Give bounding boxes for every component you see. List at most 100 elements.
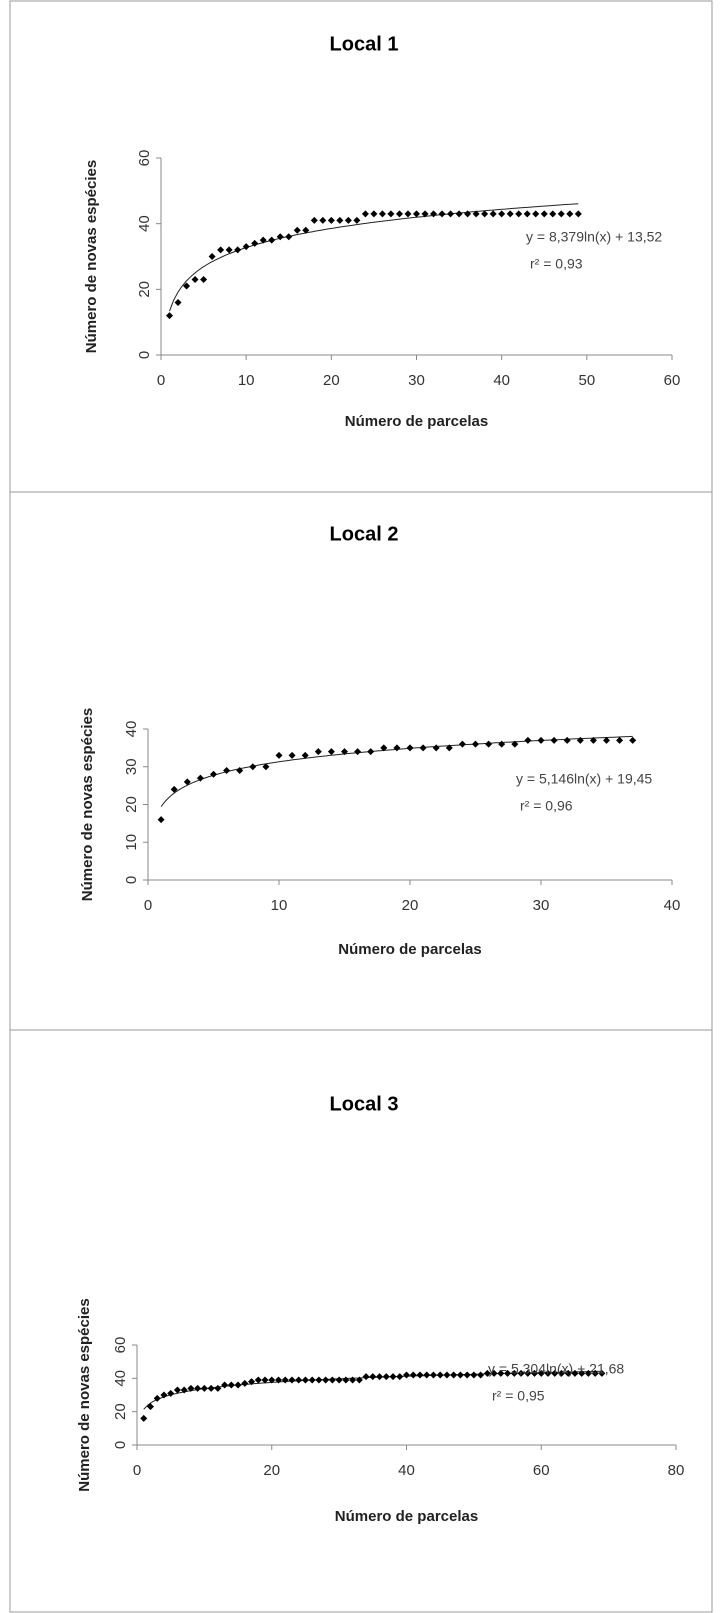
point [382,1373,390,1381]
y-tick-label: 40 [123,721,140,738]
point [566,210,574,218]
y-axis-label: Número de novas espécies [76,1298,93,1491]
chart-title: Local 3 [330,1093,399,1115]
point [576,736,584,744]
point [584,1369,592,1377]
point [419,744,427,752]
point [438,210,446,218]
point [483,1369,491,1377]
trendline [169,203,579,312]
point [406,744,414,752]
point [571,1369,579,1377]
point [194,1384,202,1392]
point [578,1369,586,1377]
chart-title: Local 2 [330,523,399,545]
point [485,740,493,748]
point [367,748,375,756]
x-tick-label: 30 [408,372,425,389]
point [200,1384,208,1392]
x-tick-label: 20 [402,897,419,914]
point [409,1371,417,1379]
y-tick-label: 40 [136,215,153,232]
y-tick-label: 20 [123,796,140,813]
point [315,1376,323,1384]
x-tick-label: 20 [323,372,340,389]
point [498,740,506,748]
point [344,216,352,224]
point [477,1371,485,1379]
point [341,748,348,756]
point [208,253,216,260]
point [472,740,479,748]
point [214,1384,222,1392]
point [268,1376,276,1384]
point [183,778,191,786]
point [396,1373,404,1381]
point [361,210,369,218]
point [432,744,440,752]
point [362,1373,370,1381]
x-tick-label: 30 [533,897,550,914]
point [455,210,463,218]
x-tick-label: 0 [144,897,152,914]
x-tick-label: 60 [533,1462,550,1479]
point [173,1386,181,1394]
point [395,210,403,218]
point [354,748,362,756]
point [335,1376,343,1384]
point [281,1376,289,1384]
panel-border [9,1029,713,1613]
point [515,210,523,218]
point [210,770,217,778]
point [249,763,257,771]
point [259,236,267,244]
point [322,1376,330,1384]
point [191,275,199,283]
point [591,1369,599,1377]
point [472,210,480,218]
point [517,1369,525,1377]
point [403,1371,410,1379]
point [187,1384,195,1392]
equation: y = 5,146ln(x) + 19,45 [516,771,652,787]
point [355,1376,363,1384]
point [319,216,327,224]
point [550,736,558,744]
point [470,1371,478,1379]
point [436,1371,444,1379]
point [146,1403,154,1411]
point [498,210,506,218]
point [537,736,545,744]
x-tick-label: 40 [664,897,681,914]
point [416,1371,424,1379]
chart-title: Local 1 [330,33,399,55]
equation: r² = 0,95 [492,1388,545,1404]
point [504,1369,512,1377]
point [174,298,182,306]
y-tick-label: 0 [112,1441,129,1449]
equation: y = 5,304ln(x) + 21,68 [488,1361,624,1377]
x-tick-label: 40 [398,1462,415,1479]
point [301,751,309,759]
point [574,210,582,218]
x-axis-label: Número de parcelas [338,941,481,958]
y-tick-label: 20 [136,281,153,298]
point [217,246,225,254]
x-tick-label: 20 [263,1462,280,1479]
point [563,736,571,744]
y-axis-label: Número de novas espécies [79,708,96,901]
y-axis-label: Número de novas espécies [83,160,100,353]
point [445,744,453,752]
x-tick-label: 0 [157,372,165,389]
point [310,216,318,224]
y-tick-label: 40 [112,1370,129,1387]
point [236,767,244,775]
point [421,210,429,218]
point [301,1376,309,1384]
point [285,233,293,241]
point [387,210,395,218]
point [275,751,283,759]
x-tick-label: 10 [238,372,255,389]
point [225,246,233,254]
